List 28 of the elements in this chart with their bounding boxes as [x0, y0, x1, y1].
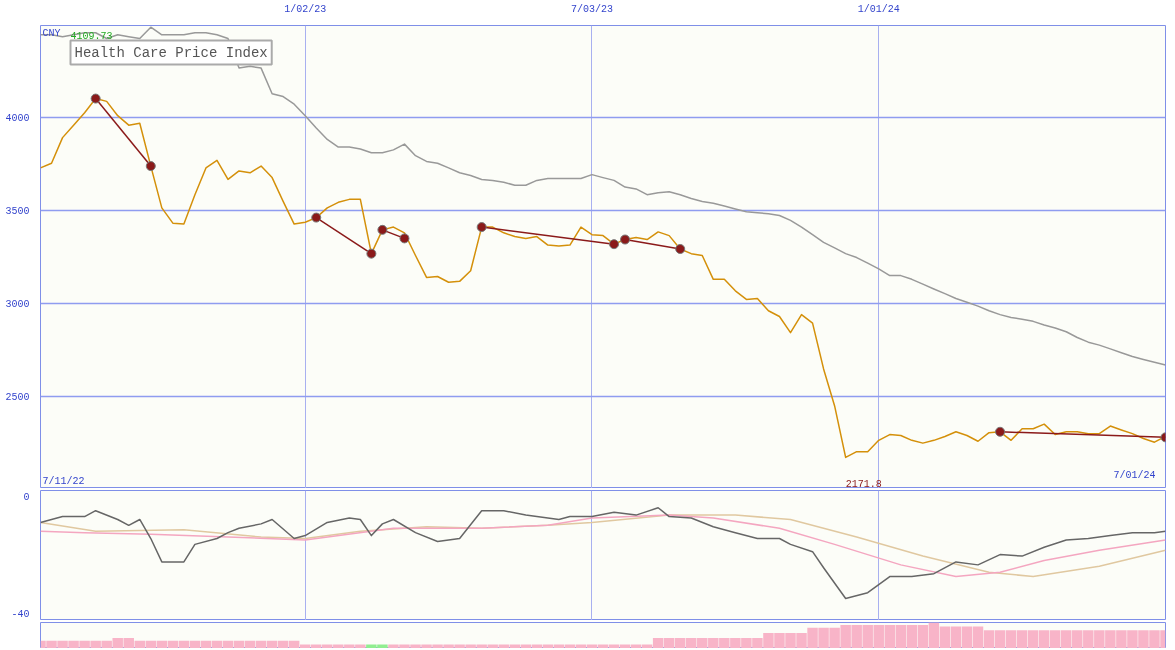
text: Health Care Price Index [74, 44, 268, 61]
point [620, 234, 631, 245]
x-tick-label: 1/02/23 [284, 3, 327, 15]
point [609, 239, 620, 250]
y-tick-label: 0 [23, 491, 30, 503]
point [377, 224, 388, 235]
y-tick-label: 4000 [5, 113, 30, 125]
y-axis-title: CNY [42, 27, 61, 39]
x-tick-label: 1/01/24 [857, 3, 900, 15]
annotation: 2171.8 [845, 478, 882, 490]
annotation: 4109.73 [70, 30, 113, 42]
line-series [40, 514, 1166, 578]
point [476, 222, 487, 233]
point [90, 93, 101, 104]
line-series [40, 26, 1166, 366]
y-tick-label: 3500 [5, 206, 30, 218]
y-tick-label: -40 [11, 608, 30, 620]
point [311, 212, 322, 223]
annotation: 7/01/24 [1113, 469, 1156, 481]
point [366, 248, 377, 259]
y-tick-label: 2500 [5, 391, 30, 403]
y-tick-label: 3000 [5, 298, 30, 310]
annotation: 7/11/22 [42, 475, 85, 487]
point [675, 244, 686, 254]
point [399, 233, 410, 244]
line-series [40, 507, 1166, 600]
x-tick-label: 7/03/23 [570, 3, 613, 15]
point [145, 161, 156, 172]
